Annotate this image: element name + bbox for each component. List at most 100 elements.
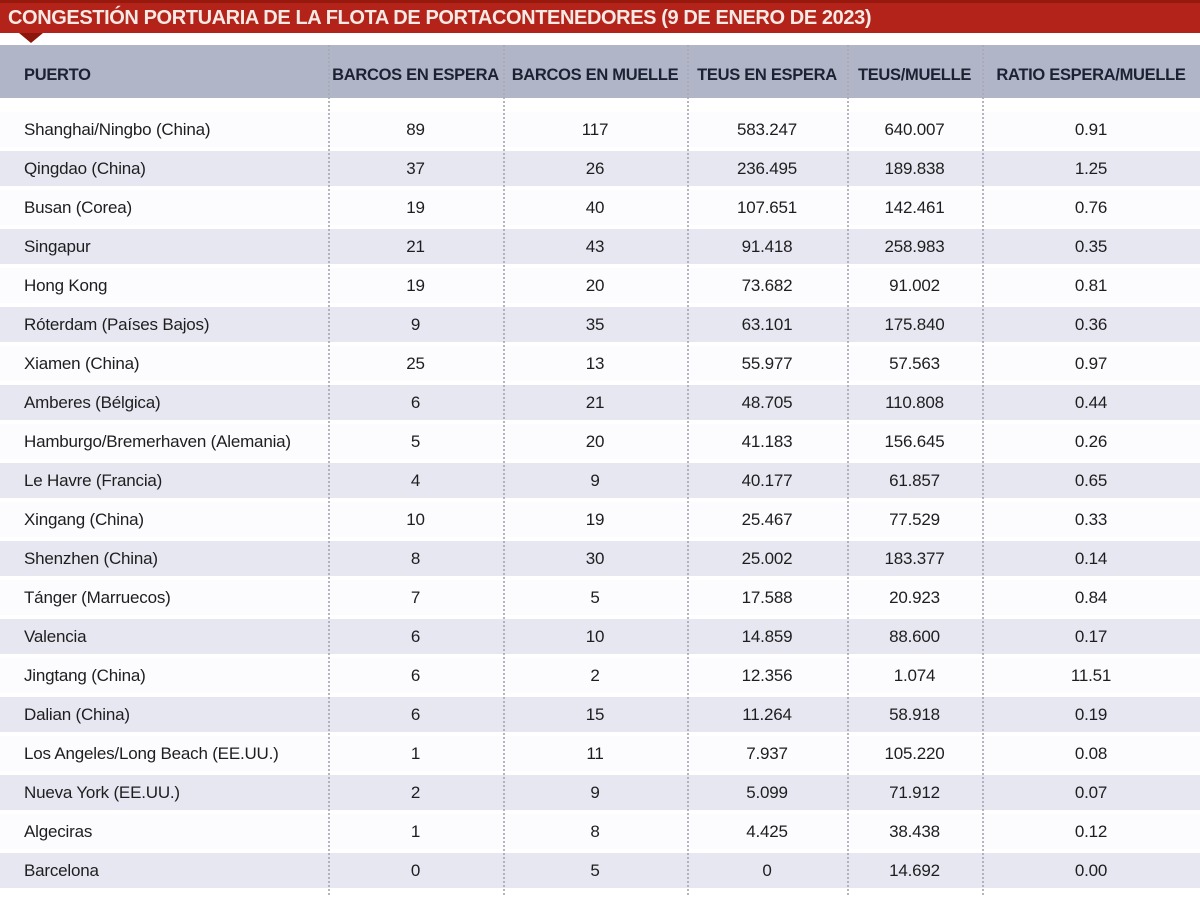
teus-muelle-cell: 183.377 [884, 548, 945, 568]
ratio-espera-muelle-cell: 1.25 [1074, 158, 1108, 178]
ratio-espera-muelle-cell: 0.00 [1074, 860, 1108, 880]
barcos-en-espera-cell: 1 [410, 743, 421, 763]
port-name-cell: Qingdao (China) [24, 158, 146, 178]
ratio-espera-muelle-cell: 0.35 [1074, 236, 1108, 256]
barcos-en-espera-cell: 5 [410, 431, 421, 451]
teus-muelle-cell: 61.857 [889, 470, 940, 490]
table-row: Shenzhen (China) 8 30 25.002 183.377 0.1… [0, 541, 1200, 576]
teus-en-espera-cell: 4.425 [746, 821, 788, 841]
ratio-espera-muelle-cell: 0.91 [1074, 119, 1108, 139]
column-separator [328, 45, 330, 895]
port-name-cell: Nueva York (EE.UU.) [24, 782, 180, 802]
table-row: Hamburgo/Bremerhaven (Alemania) 5 20 41.… [0, 424, 1200, 459]
barcos-en-muelle-cell: 30 [585, 548, 605, 568]
teus-en-espera-cell: 55.977 [741, 353, 793, 373]
teus-en-espera-cell: 40.177 [741, 470, 793, 490]
barcos-en-muelle-cell: 9 [590, 782, 600, 802]
title-notch-pointer [19, 33, 43, 43]
teus-muelle-cell: 57.563 [889, 353, 940, 373]
ratio-espera-muelle-cell: 11.51 [1070, 665, 1112, 685]
port-name-cell: Xingang (China) [24, 509, 144, 529]
barcos-en-muelle-cell: 43 [585, 236, 605, 256]
barcos-en-muelle-cell: 13 [585, 353, 605, 373]
teus-en-espera-cell: 12.356 [741, 665, 793, 685]
barcos-en-muelle-cell: 5 [590, 587, 600, 607]
barcos-en-espera-cell: 0 [410, 860, 421, 880]
barcos-en-muelle-cell: 9 [590, 470, 600, 490]
barcos-en-muelle-cell: 26 [585, 158, 605, 178]
barcos-en-espera-cell: 19 [406, 275, 425, 295]
port-name-cell: Tánger (Marruecos) [24, 587, 171, 607]
port-congestion-table: PUERTO BARCOS EN ESPERA BARCOS EN MUELLE… [0, 45, 1200, 892]
barcos-en-muelle-cell: 5 [590, 860, 600, 880]
teus-en-espera-cell: 583.247 [736, 119, 798, 139]
teus-en-espera-cell: 7.937 [746, 743, 788, 763]
barcos-en-espera-cell: 6 [410, 626, 421, 646]
teus-en-espera-cell: 25.467 [741, 509, 793, 529]
table-row: Dalian (China) 6 15 11.264 58.918 0.19 [0, 697, 1200, 732]
ratio-espera-muelle-cell: 0.08 [1074, 743, 1108, 763]
ratio-espera-muelle-cell: 0.12 [1074, 821, 1108, 841]
port-name-cell: Algeciras [24, 821, 93, 841]
barcos-en-espera-cell: 10 [406, 509, 425, 529]
barcos-en-muelle-cell: 15 [585, 704, 605, 724]
column-separator [847, 45, 849, 895]
port-name-cell: Los Angeles/Long Beach (EE.UU.) [24, 743, 279, 763]
port-name-cell: Le Havre (Francia) [24, 470, 163, 490]
table-row: Xingang (China) 10 19 25.467 77.529 0.33 [0, 502, 1200, 537]
table-body: Shanghai/Ningbo (China) 89 117 583.247 6… [0, 112, 1200, 888]
barcos-en-espera-cell: 1 [410, 821, 421, 841]
ratio-espera-muelle-cell: 0.44 [1074, 392, 1108, 412]
barcos-en-muelle-cell: 11 [586, 743, 604, 763]
table-row: Shanghai/Ningbo (China) 89 117 583.247 6… [0, 112, 1200, 147]
ratio-espera-muelle-cell: 0.17 [1074, 626, 1108, 646]
barcos-en-muelle-cell: 21 [585, 392, 605, 412]
barcos-en-espera-cell: 6 [410, 665, 421, 685]
table-row: Singapur 21 43 91.418 258.983 0.35 [0, 229, 1200, 264]
table-row: Tánger (Marruecos) 7 5 17.588 20.923 0.8… [0, 580, 1200, 615]
barcos-en-espera-cell: 8 [410, 548, 421, 568]
port-name-cell: Valencia [24, 626, 87, 646]
teus-muelle-cell: 1.074 [893, 665, 936, 685]
ratio-espera-muelle-cell: 0.33 [1074, 509, 1108, 529]
port-name-cell: Shanghai/Ningbo (China) [24, 119, 211, 139]
ratio-espera-muelle-cell: 0.14 [1074, 548, 1108, 568]
teus-muelle-cell: 189.838 [884, 158, 945, 178]
teus-en-espera-cell: 63.101 [741, 314, 793, 334]
barcos-en-muelle-cell: 10 [585, 626, 605, 646]
column-separator [982, 45, 984, 895]
teus-en-espera-cell: 107.651 [736, 197, 798, 217]
barcos-en-muelle-cell: 8 [590, 821, 600, 841]
teus-en-espera-cell: 11.264 [742, 704, 792, 724]
teus-en-espera-cell: 48.705 [741, 392, 793, 412]
port-name-cell: Dalian (China) [24, 704, 130, 724]
teus-en-espera-cell: 41.183 [741, 431, 793, 451]
barcos-en-espera-cell: 2 [410, 782, 421, 802]
barcos-en-espera-cell: 37 [406, 158, 425, 178]
table-row: Nueva York (EE.UU.) 2 9 5.099 71.912 0.0… [0, 775, 1200, 810]
barcos-en-muelle-cell: 40 [585, 197, 605, 217]
teus-en-espera-cell: 5.099 [746, 782, 788, 802]
table-row: Amberes (Bélgica) 6 21 48.705 110.808 0.… [0, 385, 1200, 420]
ratio-espera-muelle-cell: 0.65 [1074, 470, 1108, 490]
table-row: Róterdam (Países Bajos) 9 35 63.101 175.… [0, 307, 1200, 342]
chart-title: CONGESTIÓN PORTUARIA DE LA FLOTA DE PORT… [8, 6, 872, 29]
column-separator [687, 45, 689, 895]
teus-en-espera-cell: 73.682 [741, 275, 793, 295]
ratio-espera-muelle-cell: 0.84 [1074, 587, 1108, 607]
barcos-en-muelle-cell: 20 [585, 431, 605, 451]
column-header-barcos-en-muelle: BARCOS EN MUELLE [511, 66, 679, 84]
ratio-espera-muelle-cell: 0.81 [1074, 275, 1108, 295]
teus-en-espera-cell: 25.002 [741, 548, 793, 568]
teus-muelle-cell: 20.923 [889, 587, 940, 607]
column-header-barcos-en-espera: BARCOS EN ESPERA [332, 66, 499, 84]
table-row: Valencia 6 10 14.859 88.600 0.17 [0, 619, 1200, 654]
barcos-en-muelle-cell: 2 [590, 665, 600, 685]
ratio-espera-muelle-cell: 0.36 [1074, 314, 1108, 334]
port-name-cell: Amberes (Bélgica) [24, 392, 161, 412]
teus-muelle-cell: 156.645 [884, 431, 945, 451]
barcos-en-muelle-cell: 20 [585, 275, 605, 295]
teus-en-espera-cell: 17.588 [741, 587, 793, 607]
ratio-espera-muelle-cell: 0.07 [1074, 782, 1108, 802]
